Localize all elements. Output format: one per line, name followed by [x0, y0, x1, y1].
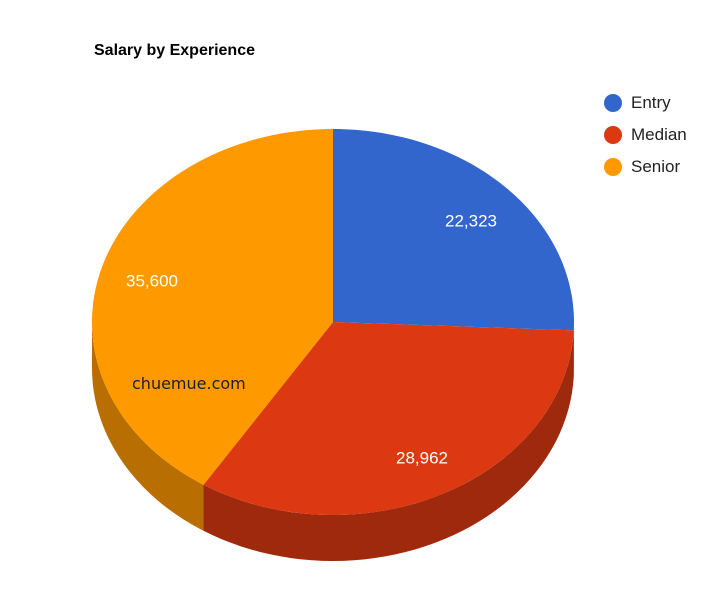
pie-slice-senior[interactable] [92, 129, 333, 485]
legend-label-entry: Entry [631, 93, 671, 112]
watermark-text: chuemue.com [132, 374, 246, 393]
pie-slice-median[interactable] [203, 322, 574, 515]
legend-swatch-entry [604, 94, 622, 112]
pie-side-senior [92, 322, 204, 531]
legend-label-median: Median [631, 125, 687, 144]
legend-swatch-median [604, 126, 622, 144]
pie-side-median [203, 330, 574, 561]
pie-slices [92, 129, 574, 515]
pie-slice-entry[interactable] [333, 129, 574, 331]
legend-swatch-senior [604, 158, 622, 176]
data-label-senior: 35,600 [126, 271, 178, 290]
legend-label-senior: Senior [631, 157, 681, 176]
pie-depth [92, 322, 574, 561]
data-label-entry: 22,323 [445, 211, 497, 230]
chart-title: Salary by Experience [94, 42, 255, 59]
data-label-median: 28,962 [396, 448, 448, 467]
